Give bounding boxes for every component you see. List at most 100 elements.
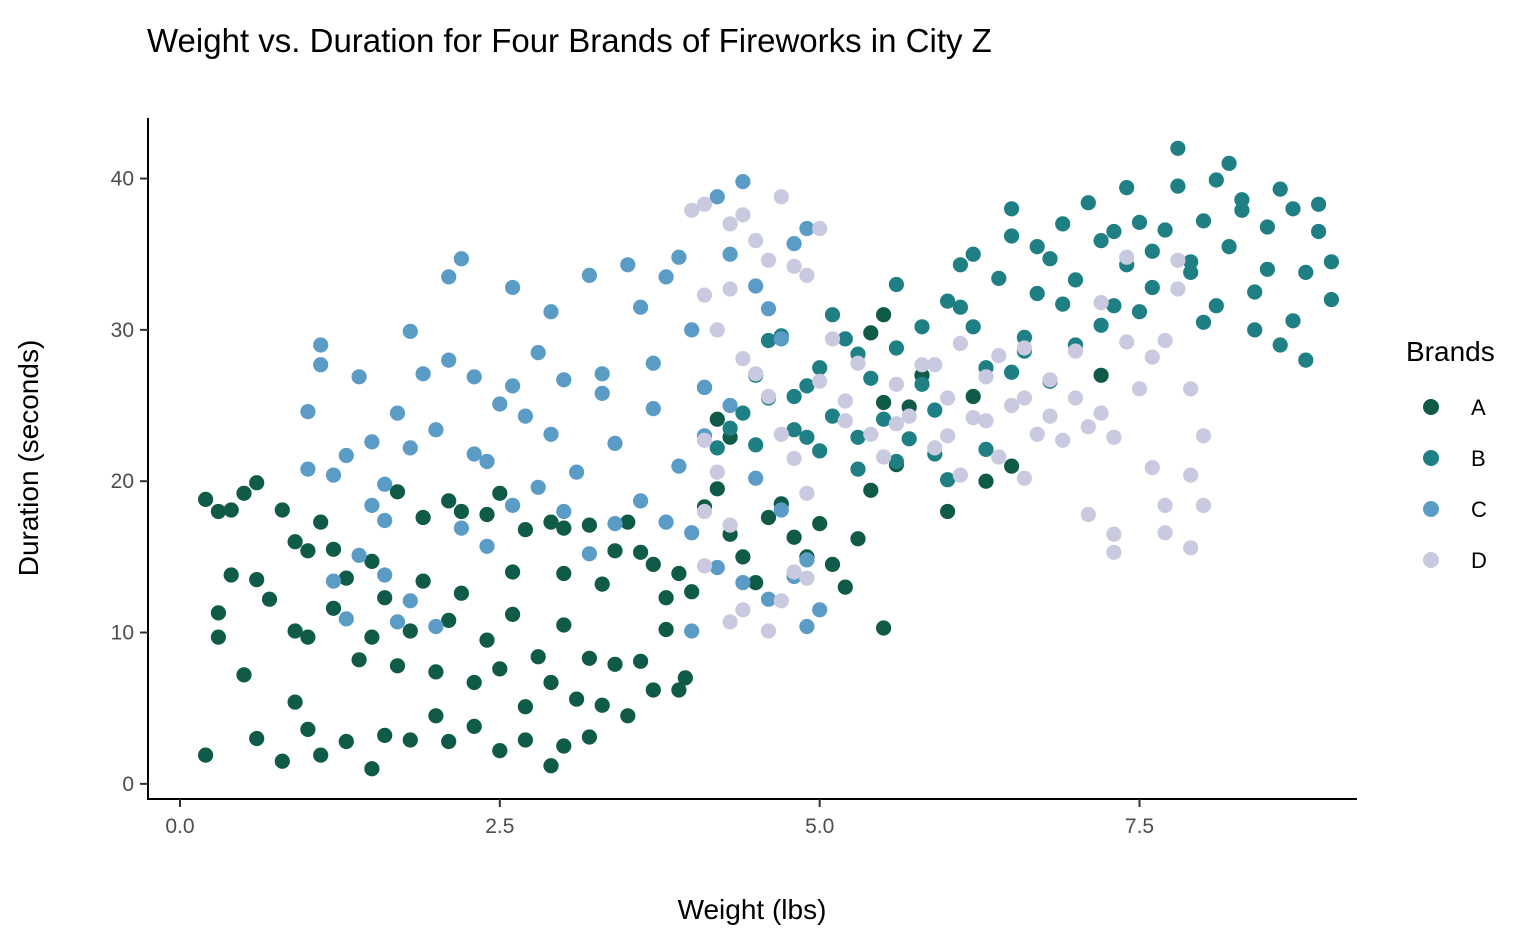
point-a-111	[504, 564, 521, 580]
point-c-59	[760, 591, 777, 607]
point-a-0	[198, 747, 214, 763]
x-tick-label: 0.0	[165, 815, 194, 838]
point-a-81	[709, 411, 725, 427]
point-d-5	[760, 252, 777, 268]
point-c-17	[517, 408, 534, 424]
point-c-71	[338, 611, 354, 627]
point-b-23	[1042, 251, 1058, 267]
point-c-80	[377, 476, 393, 492]
point-b-24	[1055, 296, 1071, 312]
point-b-43	[1298, 264, 1314, 280]
point-d-30	[952, 335, 969, 352]
point-a-38	[377, 590, 393, 606]
point-a-8	[338, 733, 354, 750]
point-b-67	[760, 332, 777, 349]
point-d-81	[1106, 429, 1122, 445]
point-d-59	[696, 558, 713, 574]
point-a-78	[671, 565, 687, 582]
point-d-13	[735, 351, 751, 367]
point-b-7	[837, 331, 853, 347]
point-b-72	[1119, 180, 1135, 196]
point-d-45	[1144, 460, 1160, 476]
point-b-39	[1247, 284, 1263, 300]
point-a-106	[1093, 367, 1109, 383]
point-a-74	[620, 514, 636, 530]
point-b-66	[709, 440, 725, 456]
point-a-92	[812, 516, 828, 532]
point-c-9	[415, 366, 431, 382]
point-c-11	[441, 269, 457, 285]
point-c-64	[671, 458, 687, 474]
point-b-44	[1311, 223, 1327, 240]
point-a-77	[658, 590, 674, 606]
point-b-51	[1247, 322, 1263, 338]
point-b-54	[1093, 317, 1109, 333]
point-d-9	[812, 220, 828, 237]
point-b-58	[940, 472, 956, 488]
point-a-105	[978, 473, 994, 489]
point-a-40	[402, 623, 418, 639]
point-b-71	[1055, 216, 1071, 232]
point-d-32	[978, 369, 994, 385]
y-tick-label: 30	[111, 319, 134, 342]
point-a-59	[645, 682, 661, 698]
point-b-3	[786, 388, 802, 405]
point-d-77	[837, 413, 853, 429]
point-c-20	[556, 372, 572, 388]
point-a-113	[325, 541, 342, 557]
point-c-10	[428, 422, 444, 438]
point-a-107	[965, 388, 981, 405]
point-a-53	[569, 691, 585, 707]
point-a-43	[441, 612, 457, 629]
point-c-46	[428, 618, 444, 635]
point-a-22	[223, 502, 239, 518]
point-b-63	[786, 422, 802, 438]
point-c-14	[479, 453, 495, 470]
y-tick-label: 10	[111, 622, 134, 645]
point-a-62	[677, 670, 693, 686]
point-c-28	[658, 269, 674, 285]
point-a-11	[402, 732, 418, 748]
point-d-40	[1080, 506, 1096, 523]
point-a-90	[786, 529, 802, 545]
point-b-10	[876, 411, 892, 427]
point-d-23	[863, 426, 879, 442]
point-a-110	[594, 576, 610, 592]
point-d-83	[1067, 343, 1084, 359]
point-d-44	[1131, 381, 1148, 397]
point-b-75	[1323, 292, 1339, 308]
point-b-41	[1272, 181, 1288, 197]
point-a-100	[876, 394, 892, 411]
point-a-67	[479, 506, 495, 523]
point-a-72	[581, 517, 598, 533]
point-b-22	[1029, 285, 1045, 302]
point-b-4	[799, 429, 815, 445]
point-b-40	[1259, 219, 1275, 235]
point-d-1	[696, 196, 713, 212]
point-a-56	[607, 656, 623, 672]
point-d-14	[748, 366, 764, 382]
point-a-71	[556, 520, 572, 536]
point-a-14	[466, 718, 482, 735]
point-a-34	[325, 600, 342, 616]
point-d-8	[799, 267, 815, 283]
point-c-15	[492, 396, 508, 412]
point-a-44	[453, 585, 469, 601]
point-d-2	[722, 216, 738, 232]
point-a-69	[517, 522, 534, 538]
legend-title: Brands	[1406, 336, 1495, 367]
point-a-41	[415, 573, 431, 589]
point-a-96	[863, 482, 879, 498]
point-a-97	[876, 620, 892, 636]
point-d-27	[914, 357, 930, 373]
point-c-33	[722, 246, 738, 262]
point-d-15	[760, 388, 777, 405]
point-b-19	[991, 270, 1007, 286]
point-b-9	[863, 370, 879, 386]
point-c-21	[569, 464, 585, 480]
point-b-38	[1234, 192, 1250, 208]
point-b-87	[1311, 196, 1327, 212]
point-c-47	[453, 520, 469, 536]
point-c-31	[696, 379, 713, 395]
point-b-26	[1080, 195, 1096, 211]
